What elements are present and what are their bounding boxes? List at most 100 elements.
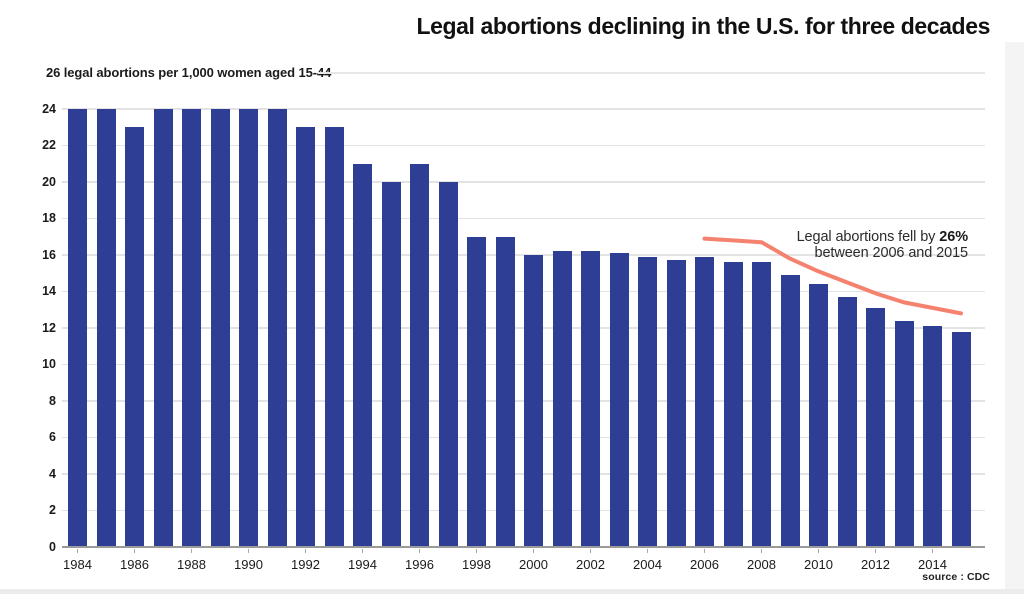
y-axis-label-12: 12 — [42, 320, 56, 335]
gridline-y-24 — [62, 108, 985, 110]
page-edge-bottom — [0, 589, 1024, 594]
bar-1992 — [296, 127, 315, 547]
gridline-y-10 — [62, 363, 985, 366]
bar-2002 — [581, 251, 600, 547]
x-tick-1990 — [247, 548, 250, 553]
x-tick-2000 — [532, 548, 535, 553]
y-axis-label-2: 2 — [49, 503, 56, 517]
x-axis-label-2010: 2010 — [804, 557, 833, 572]
bar-2010 — [809, 284, 828, 547]
bar-1990 — [239, 109, 258, 547]
x-axis-label-1984: 1984 — [63, 557, 92, 572]
x-axis-label-2004: 2004 — [633, 557, 662, 572]
y-axis-label-8: 8 — [49, 393, 56, 408]
bar-2003 — [609, 253, 629, 547]
y-axis-label-0: 0 — [49, 539, 56, 554]
annotation-line1-bold: 26% — [939, 229, 968, 245]
y-axis-label-14: 14 — [42, 284, 56, 298]
bar-2011 — [837, 296, 857, 547]
gridline-y-22 — [62, 144, 985, 147]
chart-subtitle: 26 legal abortions per 1,000 women aged … — [46, 65, 332, 80]
x-axis-label-1986: 1986 — [120, 557, 149, 572]
x-axis-label-1992: 1992 — [291, 557, 320, 572]
y-axis-label-20: 20 — [42, 174, 56, 189]
x-axis-label-1990: 1990 — [234, 557, 263, 572]
bar-2012 — [866, 307, 885, 547]
x-tick-1996 — [418, 548, 421, 553]
gridline-y-14 — [62, 290, 985, 293]
x-axis-label-2014: 2014 — [918, 557, 947, 572]
gridline-y-18 — [62, 217, 985, 220]
bar-2004 — [638, 256, 657, 547]
x-axis-label-1994: 1994 — [348, 557, 377, 572]
x-tick-1994 — [361, 548, 364, 553]
bar-2007 — [723, 262, 743, 547]
x-tick-1984 — [76, 548, 79, 553]
subtitle-rule — [318, 72, 985, 74]
gridline-y-2 — [62, 509, 985, 512]
bar-1999 — [495, 236, 515, 547]
x-tick-1992 — [304, 548, 307, 553]
gridline-y-4 — [62, 473, 985, 475]
bar-2000 — [524, 255, 543, 547]
bar-2006 — [695, 256, 714, 547]
x-tick-2010 — [817, 548, 820, 553]
x-tick-2012 — [874, 548, 877, 553]
bar-1996 — [410, 163, 429, 547]
bar-1991 — [267, 109, 287, 547]
x-tick-2004 — [646, 548, 649, 553]
x-axis-label-2012: 2012 — [861, 557, 890, 572]
annotation-line1-prefix: Legal abortions fell by — [796, 229, 940, 245]
x-axis-label-1988: 1988 — [177, 557, 206, 572]
bar-2015 — [951, 331, 971, 547]
bar-1997 — [438, 182, 458, 547]
x-axis-label-1998: 1998 — [462, 557, 491, 572]
y-axis-label-18: 18 — [42, 211, 56, 225]
bar-2001 — [552, 251, 572, 547]
x-tick-2006 — [703, 548, 706, 553]
x-axis-label-2000: 2000 — [519, 557, 548, 572]
bar-1994 — [353, 163, 372, 547]
annotation: Legal abortions fell by 26% between 2006… — [796, 229, 969, 261]
y-axis-label-16: 16 — [42, 247, 56, 262]
x-axis-label-2002: 2002 — [576, 557, 605, 572]
gridline-y-12 — [62, 327, 985, 329]
bar-1985 — [96, 109, 116, 547]
y-axis-label-4: 4 — [49, 466, 56, 481]
bar-1998 — [467, 236, 486, 547]
bar-1984 — [68, 109, 87, 547]
x-axis-label-2008: 2008 — [747, 557, 776, 572]
gridline-y-20 — [62, 181, 985, 183]
y-axis-label-6: 6 — [49, 430, 56, 444]
bar-1993 — [324, 127, 344, 547]
bar-2008 — [752, 262, 771, 547]
x-axis-label-1996: 1996 — [405, 557, 434, 572]
x-axis-label-2006: 2006 — [690, 557, 719, 572]
bar-2013 — [894, 320, 914, 547]
chart-title: Legal abortions declining in the U.S. fo… — [416, 13, 990, 39]
gridline-y-6 — [62, 436, 985, 439]
y-axis-label-10: 10 — [42, 357, 56, 371]
x-tick-2008 — [760, 548, 763, 553]
bar-1987 — [153, 109, 173, 547]
bar-2009 — [780, 275, 800, 547]
x-tick-1998 — [475, 548, 478, 553]
bar-2014 — [923, 326, 942, 547]
bar-1986 — [125, 127, 144, 547]
bar-1995 — [381, 182, 401, 547]
y-axis-label-24: 24 — [42, 101, 56, 116]
x-tick-1988 — [190, 548, 193, 553]
x-axis-line — [62, 546, 985, 548]
x-tick-2002 — [589, 548, 592, 553]
bar-2005 — [666, 260, 686, 547]
page-edge-right — [1005, 42, 1024, 594]
bar-1989 — [210, 109, 230, 547]
x-tick-1986 — [133, 548, 136, 553]
gridline-y-8 — [62, 400, 985, 402]
gridline-y-16 — [62, 254, 985, 256]
x-tick-2014 — [931, 548, 934, 553]
source-note: source : CDC — [922, 571, 990, 583]
y-axis-label-22: 22 — [42, 138, 56, 152]
bar-1988 — [182, 109, 201, 547]
